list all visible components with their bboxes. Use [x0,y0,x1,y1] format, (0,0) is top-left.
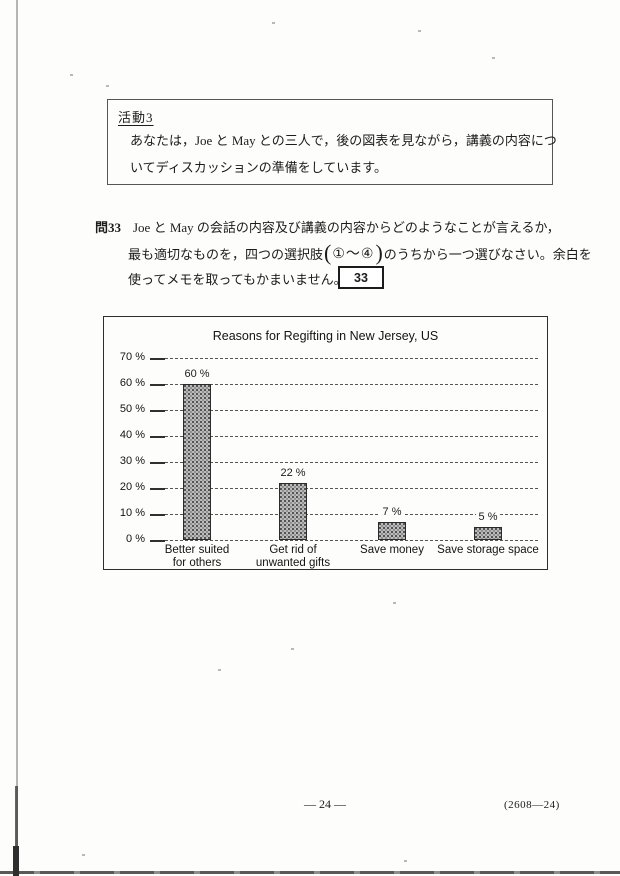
answer-number-box: 33 [338,266,384,289]
grid-line [150,384,538,385]
scan-speck [404,860,407,862]
grid-line [150,514,538,515]
open-paren: ( [324,240,332,265]
y-axis-tick-label: 50 % [119,403,145,415]
y-axis-tick-label: 20 % [119,481,145,493]
scan-speck [418,30,421,32]
y-axis-tick-label: 60 % [119,377,145,389]
grid-line [150,540,538,541]
axis-tick [150,462,165,464]
axis-tick [150,384,165,386]
booklet-code: (2608—24) [504,799,560,811]
bar-value-label: 22 % [263,466,323,479]
grid-line [150,358,538,359]
axis-tick [150,488,165,490]
scan-edge-corner [13,846,19,876]
scan-speck [70,74,73,76]
choice-range: ①～④ [332,247,375,262]
scan-speck [291,648,294,650]
axis-tick [150,436,165,438]
grid-line [150,410,538,411]
scan-speck [272,22,275,24]
bar-value-text: 5 % [475,511,501,523]
category-label: Get rid of unwanted gifts [255,544,331,569]
question-line2-pre: 最も適切なものを，四つの選択肢 [128,246,324,262]
activity-text-line: あなたは，Joe と May との三人で，後の図表を見ながら，講義の内容につ [130,133,557,148]
scan-speck [492,57,495,59]
activity-heading: 活動3 [118,110,154,125]
activity-instruction-box: 活動3 あなたは，Joe と May との三人で，後の図表を見ながら，講義の内容… [107,99,557,185]
scan-edge-line-left-dark [15,786,18,876]
y-axis-tick-label: 40 % [119,429,145,441]
scan-speck [82,854,85,856]
axis-tick [150,540,165,542]
bar [378,521,406,540]
bar-value-text: 22 % [277,466,309,479]
chart-plot: 70 % 60 % 50 % 40 % 30 % 20 % 10 % 0 % 60 % Bette… [104,317,547,569]
scan-edge-line-left [16,0,18,876]
close-paren: ) [375,240,383,265]
activity-text-line: いてディスカッションの準備をしています。 [130,160,388,175]
bar [279,482,307,540]
bar-value-text: 7 % [379,505,405,518]
bar-value-label: 5 % [458,511,518,523]
category-label: Save money [360,544,424,556]
y-axis-tick-label: 70 % [119,351,145,363]
question-text-line3: 使ってメモを取ってもかまいません。 [128,272,347,287]
bar-value-label: 7 % [362,505,422,518]
scan-speck [106,85,109,87]
question-number-label: 問33 [95,220,122,235]
y-axis-tick-label: 0 % [126,533,145,545]
chart-panel: Reasons for Regifting in New Jersey, US … [103,316,548,570]
question-text-line2: 最も適切なものを，四つの選択肢(①～④) のうちから一つ選びなさい。余白を [128,240,592,266]
scan-speck [218,669,221,671]
axis-tick [150,410,165,412]
axis-tick [150,514,165,516]
bar-value-text: 60 % [181,368,213,380]
axis-tick [150,358,165,360]
grid-line [150,436,538,437]
y-axis-tick-label: 30 % [119,455,145,467]
category-label: Save storage space [437,544,539,556]
question-text-line1: Joe と May の会話の内容及び講義の内容からどのようなことが言えるか， [133,220,560,235]
grid-line [150,462,538,463]
bar [183,384,211,540]
bar-value-label: 60 % [167,368,227,380]
page-number: — 24 — [304,797,346,811]
y-axis-tick-label: 10 % [119,507,145,519]
scan-edge-line-bottom [0,871,620,874]
category-label: Better suited for others [164,544,230,569]
chart-title: Reasons for Regifting in New Jersey, US [212,329,439,343]
grid-line [150,488,538,489]
answer-number: 33 [354,270,368,285]
scan-speck [393,602,396,604]
question-line2-post: のうちから一つ選びなさい。余白を [383,246,592,262]
bar [474,527,502,540]
